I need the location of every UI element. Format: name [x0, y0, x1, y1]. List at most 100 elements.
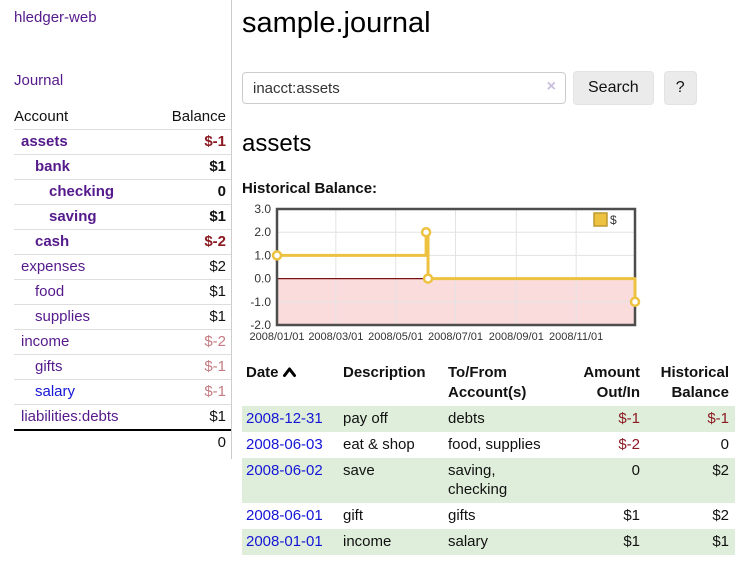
- account-row: assets $-1: [14, 129, 231, 155]
- help-button[interactable]: ?: [663, 71, 697, 105]
- svg-text:2008/03/01: 2008/03/01: [308, 331, 363, 343]
- account-row: saving $1: [14, 204, 231, 230]
- account-row: income $-2: [14, 329, 231, 355]
- account-balance: $2: [152, 254, 231, 280]
- account-heading: assets: [242, 130, 312, 157]
- search-form: × Search ?: [242, 71, 736, 105]
- transaction-amount: $1: [623, 507, 640, 524]
- register-header-balance: Historical Balance: [660, 364, 729, 401]
- search-input[interactable]: [242, 72, 566, 104]
- account-link[interactable]: liabilities:debts: [21, 408, 119, 425]
- svg-text:2008/01/01: 2008/01/01: [249, 331, 304, 343]
- legend-swatch: [593, 212, 608, 227]
- transaction-row: 2008-12-31 pay off debts $-1 $-1: [242, 406, 735, 432]
- sidebar-item-journal[interactable]: Journal: [14, 72, 64, 89]
- account-row: salary $-1: [14, 379, 231, 405]
- register-header-date[interactable]: Date: [242, 361, 339, 406]
- transaction-row: 2008-06-03 eat & shop food, supplies $-2 0: [242, 432, 735, 458]
- data-point-marker: [271, 250, 283, 261]
- transaction-description: eat & shop: [343, 436, 415, 453]
- svg-text:2008/05/01: 2008/05/01: [368, 331, 423, 343]
- accounts-total-balance: 0: [152, 429, 231, 455]
- account-row: gifts $-1: [14, 354, 231, 380]
- transaction-amount: $-1: [618, 410, 640, 427]
- data-point-marker: [420, 226, 432, 238]
- accounts-header-balance: Balance: [171, 108, 226, 125]
- accounts-header-row: Account Balance: [14, 105, 231, 130]
- register-table: Date Description To/From Account(s) Amou…: [242, 361, 735, 555]
- register-header-amount: Amount Out/In: [583, 364, 640, 401]
- transaction-balance: $2: [712, 462, 729, 479]
- account-link[interactable]: salary: [35, 383, 76, 400]
- account-balance: 0: [152, 179, 231, 205]
- account-link[interactable]: gifts: [35, 358, 63, 375]
- svg-text:1.0: 1.0: [254, 248, 271, 262]
- account-row: food $1: [14, 279, 231, 305]
- search-button[interactable]: Search: [573, 71, 654, 105]
- transaction-amount: 0: [631, 462, 640, 479]
- transaction-balance: $2: [712, 507, 729, 524]
- page-title: sample.journal: [242, 7, 431, 39]
- transaction-accounts: salary: [448, 533, 489, 550]
- transaction-accounts: saving, checking: [448, 462, 508, 498]
- search-input-wrap: ×: [242, 72, 566, 104]
- legend-label: $: [610, 213, 617, 227]
- account-balance: $-1: [152, 354, 231, 380]
- svg-text:2008/11/01: 2008/11/01: [549, 331, 603, 343]
- register-header-row: Date Description To/From Account(s) Amou…: [242, 361, 735, 406]
- transaction-date-link[interactable]: 2008-12-31: [246, 410, 323, 427]
- svg-text:3.0: 3.0: [254, 203, 271, 216]
- svg-text:2.0: 2.0: [254, 225, 271, 239]
- transaction-balance: 0: [720, 436, 729, 453]
- transaction-description: save: [343, 462, 375, 479]
- account-balance: $1: [152, 404, 231, 430]
- account-link[interactable]: income: [21, 333, 70, 350]
- transaction-accounts: debts: [448, 410, 485, 427]
- account-link[interactable]: saving: [49, 208, 97, 225]
- account-link[interactable]: supplies: [35, 308, 91, 325]
- app-title-link[interactable]: hledger-web: [14, 9, 97, 26]
- account-link[interactable]: expenses: [21, 258, 86, 275]
- data-point-marker: [422, 273, 434, 284]
- plot-border: [275, 207, 637, 327]
- account-balance: $-2: [152, 329, 231, 355]
- account-balance: $1: [152, 279, 231, 305]
- account-row: expenses $2: [14, 254, 231, 280]
- accounts-table: Account Balance assets $-1 bank $1 checking 0…: [14, 105, 231, 455]
- transaction-row: 2008-01-01 income salary $1 $1: [242, 529, 735, 555]
- clear-search-icon[interactable]: ×: [546, 78, 556, 95]
- transaction-date-link[interactable]: 2008-01-01: [246, 533, 323, 550]
- accounts-header-account: Account: [14, 108, 69, 125]
- transaction-amount: $1: [623, 533, 640, 550]
- account-balance: $1: [152, 204, 231, 230]
- account-link[interactable]: checking: [49, 183, 115, 200]
- transaction-row: 2008-06-02 save saving, checking 0 $2: [242, 458, 735, 503]
- account-balance: $1: [152, 154, 231, 180]
- transaction-row: 2008-06-01 gift gifts $1 $2: [242, 503, 735, 529]
- svg-text:-1.0: -1.0: [250, 295, 271, 309]
- account-balance: $-2: [152, 229, 231, 255]
- account-link[interactable]: cash: [35, 233, 70, 250]
- account-balance: $-1: [152, 129, 231, 155]
- data-point-marker: [629, 296, 641, 308]
- account-link[interactable]: assets: [21, 133, 68, 150]
- register-header-accounts: To/From Account(s): [448, 364, 527, 401]
- transaction-description: gift: [343, 507, 364, 524]
- transaction-date-link[interactable]: 2008-06-02: [246, 462, 323, 479]
- register-header-description: Description: [343, 364, 426, 381]
- transaction-balance: $1: [712, 533, 729, 550]
- svg-text:2008/07/01: 2008/07/01: [428, 331, 483, 343]
- svg-text:-2.0: -2.0: [250, 318, 271, 332]
- transaction-date-link[interactable]: 2008-06-03: [246, 436, 323, 453]
- main-content: sample.journal × Search ? assets Histori…: [232, 0, 742, 555]
- transaction-date-link[interactable]: 2008-06-01: [246, 507, 323, 524]
- account-balance: $1: [152, 304, 231, 330]
- account-row: checking 0: [14, 179, 231, 205]
- svg-text:2008/09/01: 2008/09/01: [489, 331, 544, 343]
- sidebar: hledger-web Journal Account Balance asse…: [0, 0, 232, 459]
- account-row: liabilities:debts $1: [14, 404, 231, 430]
- account-link[interactable]: food: [35, 283, 65, 300]
- account-link[interactable]: bank: [35, 158, 71, 175]
